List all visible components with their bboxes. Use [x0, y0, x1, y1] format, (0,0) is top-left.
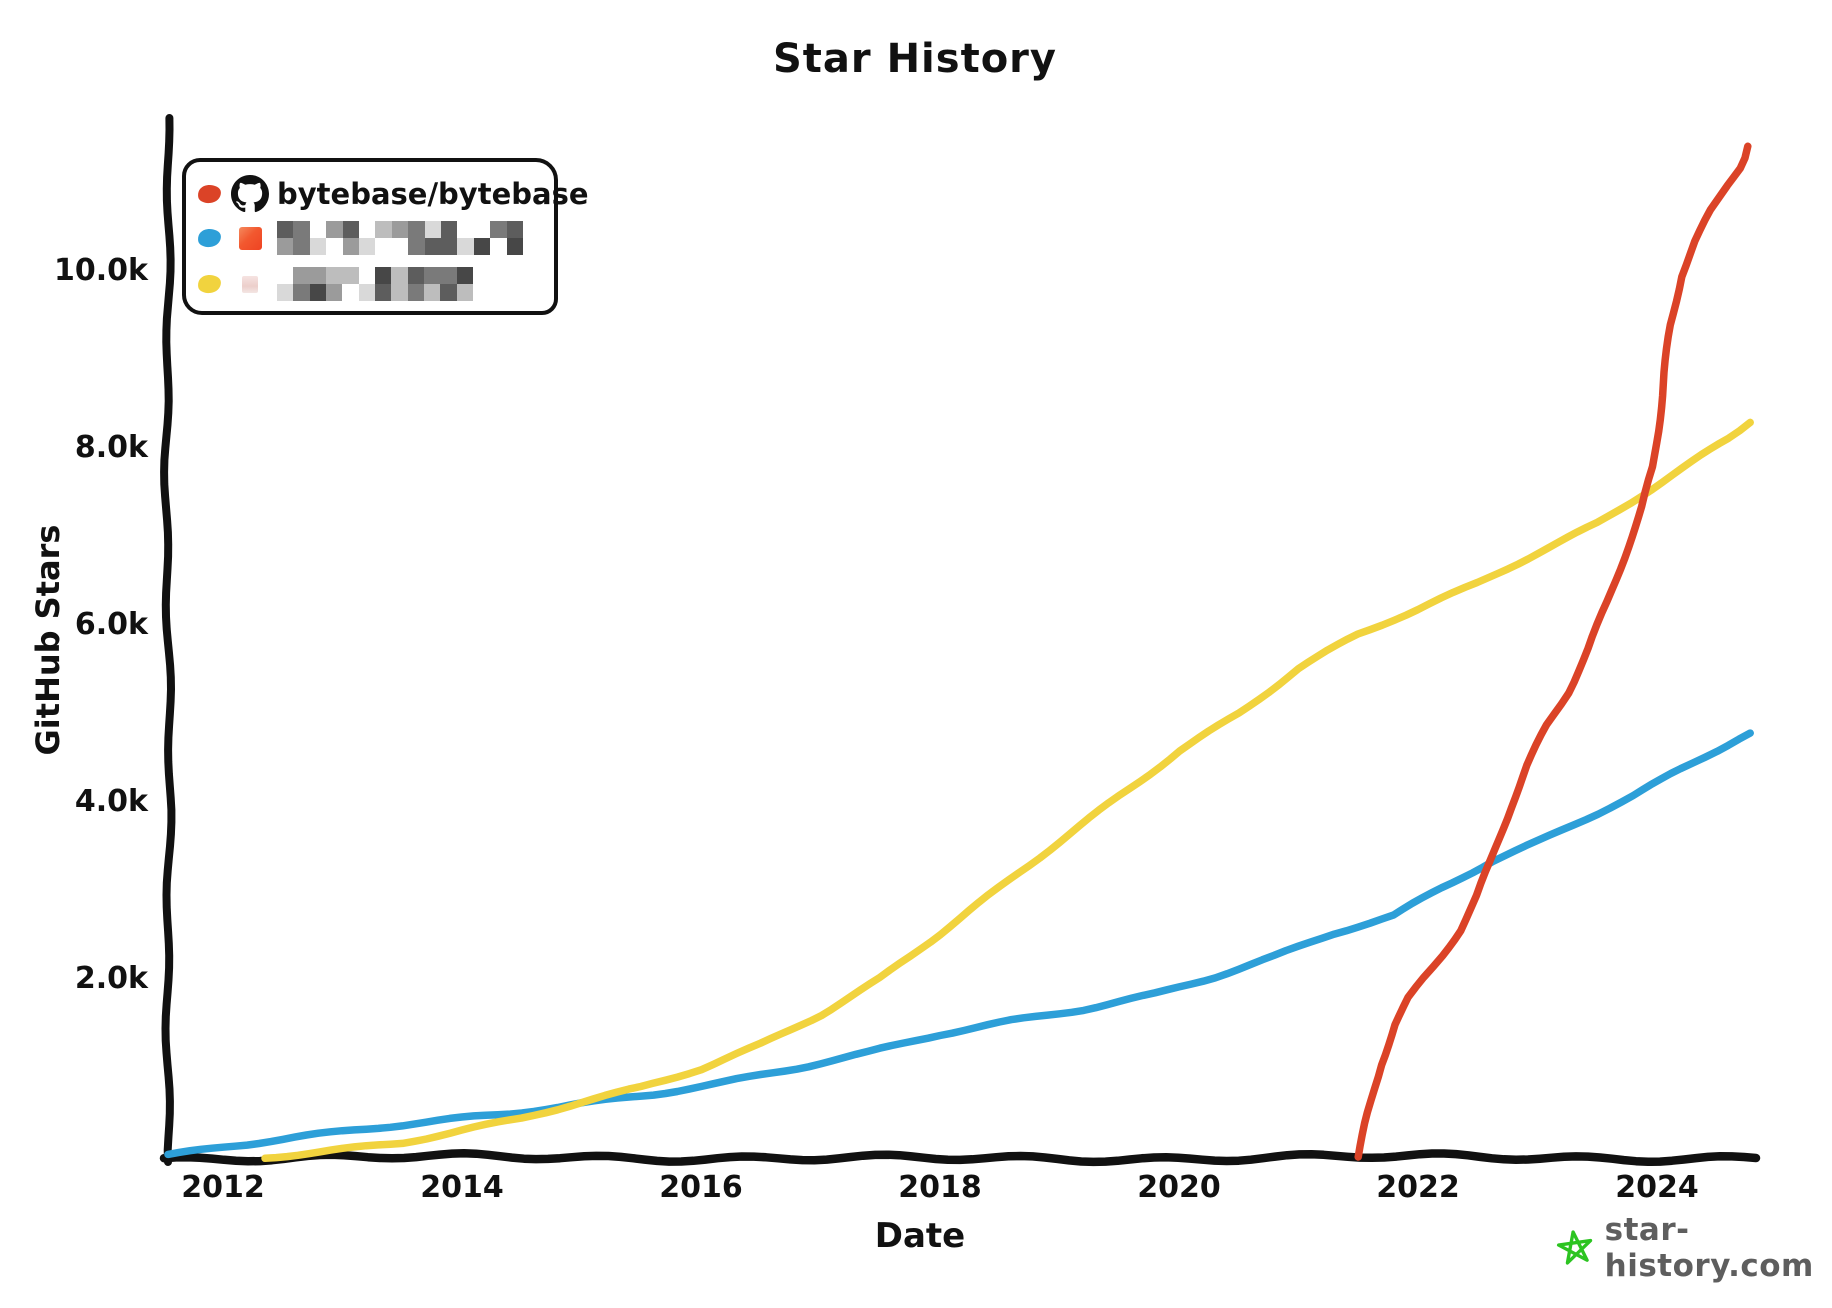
y-tick-2.0k: 2.0k	[74, 961, 148, 996]
x-tick-2020: 2020	[1137, 1170, 1221, 1205]
y-tick-6.0k: 6.0k	[74, 607, 148, 642]
series-line-blue	[164, 729, 1754, 1159]
legend-item-redacted-2[interactable]	[197, 218, 523, 258]
x-axis-line	[159, 1149, 1761, 1167]
repo-avatar-orange-icon	[230, 218, 270, 258]
y-tick-4.0k: 4.0k	[74, 784, 148, 819]
y-tick-8.0k: 8.0k	[74, 430, 148, 465]
watermark-text: star-history.com	[1604, 1212, 1814, 1284]
legend-swatch-blue	[197, 228, 222, 248]
x-tick-2024: 2024	[1615, 1170, 1699, 1205]
legend-item-bytebase[interactable]: bytebase/bytebase	[197, 174, 589, 214]
legend-label-redacted	[277, 267, 473, 301]
x-tick-2012: 2012	[181, 1170, 265, 1205]
series-line-yellow	[261, 418, 1754, 1163]
x-tick-2014: 2014	[420, 1170, 504, 1205]
chart-title: Star History	[773, 36, 1057, 82]
x-axis-label: Date	[874, 1216, 966, 1256]
green-star-icon	[1556, 1230, 1593, 1265]
y-tick-10.0k: 10.0k	[54, 253, 148, 288]
legend: bytebase/bytebase	[182, 158, 589, 315]
github-octocat-icon	[230, 174, 270, 214]
legend-label-redacted	[277, 221, 523, 255]
x-tick-2022: 2022	[1376, 1170, 1460, 1205]
legend-label-bytebase: bytebase/bytebase	[277, 177, 589, 211]
x-tick-2018: 2018	[898, 1170, 982, 1205]
legend-item-redacted-3[interactable]	[197, 264, 473, 304]
star-history-watermark[interactable]: star-history.com	[1556, 1212, 1832, 1284]
legend-swatch-yellow	[197, 274, 222, 294]
repo-avatar-pink-icon	[230, 264, 270, 304]
x-tick-2016: 2016	[659, 1170, 743, 1205]
series-line-red-bytebase	[1354, 142, 1752, 1161]
y-axis-line	[160, 114, 176, 1166]
legend-swatch-red	[197, 184, 222, 204]
